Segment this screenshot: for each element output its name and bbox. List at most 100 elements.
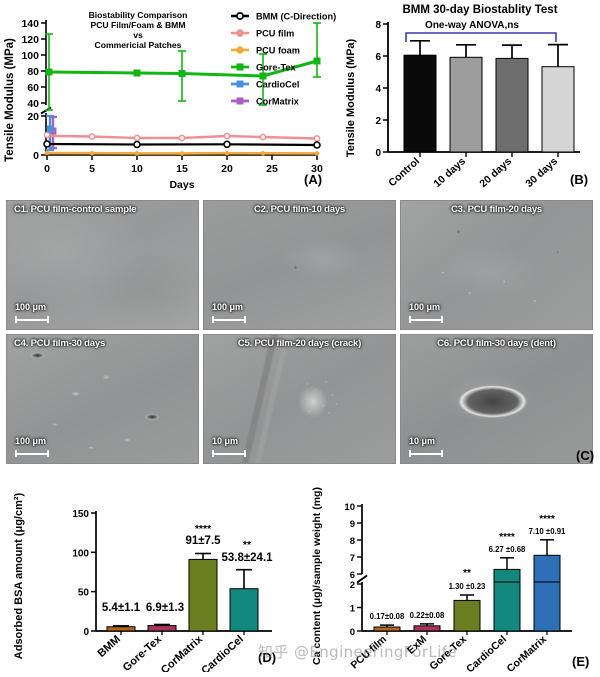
legend-item-bmm[interactable]: BMM (C-Direction)	[231, 12, 336, 22]
sem-label-c3: C3. PCU film-20 days	[450, 204, 543, 215]
xtick-3: 15	[176, 163, 188, 175]
panel-a-title-line-4: Commericial Patches	[95, 40, 182, 50]
ytick-upper-2: 100	[21, 50, 39, 62]
sem-texture-c2	[204, 201, 395, 329]
panel-b-svg: BMM 30-day Biostablity Test One-way ANOV…	[345, 4, 580, 190]
value-label-e-pcu-film: 0.17±0.08	[370, 612, 405, 621]
panel-b-bars	[403, 54, 575, 153]
panel-b-significance-bracket	[405, 32, 557, 42]
axis-break-icon-e2	[356, 575, 368, 584]
series-pcu-film	[43, 131, 321, 142]
sem-image-c1[interactable]: C1. PCU film-control sample 100 μm	[6, 200, 199, 330]
ytick-e-u3: 7	[350, 553, 355, 564]
panel-a-xlabel: Days	[169, 179, 194, 191]
scale-bar-c1: 100 μm	[15, 302, 49, 323]
ytick-b-1: 6	[375, 52, 381, 63]
xlabel-b-30-days: 30 days	[523, 155, 560, 190]
ytick-e-u1: 9	[350, 519, 355, 530]
bar-e-gore-tex[interactable]	[453, 599, 481, 632]
bar-30-days[interactable]	[541, 66, 575, 153]
scale-text-c1: 100 μm	[15, 302, 47, 312]
bar-d-gore-tex[interactable]	[147, 625, 177, 632]
value-label-d-bmm: 5.4±1.1	[102, 602, 141, 614]
bar-d-bmm[interactable]	[106, 626, 136, 632]
sem-image-c2[interactable]: C2. PCU film-10 days 100 μm	[203, 200, 396, 330]
ytick-d-0: 150	[72, 509, 89, 520]
legend-item-gore-tex[interactable]: Gore-Tex	[231, 63, 297, 73]
value-label-e-cormatrix: 7.10 ±0.91	[529, 527, 566, 536]
panel-a-xticks: 0 5 10 15 20 25 30	[44, 155, 323, 175]
panel-a-svg: Tensile Modulus (MPa) Biostability Compa…	[4, 10, 336, 191]
scale-bar-c6: 10 μm	[409, 436, 443, 457]
bar-control[interactable]	[403, 54, 437, 153]
ytick-d-2: 50	[78, 588, 90, 599]
scale-text-c2: 100 μm	[212, 302, 244, 312]
axis-break-mask-e	[356, 572, 368, 581]
significance-d-cardiocel: **	[243, 539, 252, 551]
significance-e-gore-tex: **	[463, 568, 471, 579]
sem-texture-c6	[401, 335, 592, 463]
sem-texture-c4	[7, 335, 198, 463]
scale-bar-c5: 10 μm	[212, 436, 246, 457]
legend-item-cormatrix[interactable]: CorMatrix	[231, 97, 300, 107]
panel-b-title: BMM 30-day Biostablity Test	[402, 4, 557, 16]
xlabel-e-cormatrix: CorMatrix	[505, 633, 550, 672]
xlabel-e-gore-tex: Gore-Tex	[427, 633, 469, 672]
sem-image-c5[interactable]: C5. PCU film-20 days (crack) 10 μm	[203, 334, 396, 464]
panel-a-title-line-2: PCU Film/Foam & BMM	[90, 20, 185, 30]
legend-label-gore-tex: Gore-Tex	[256, 63, 297, 73]
legend-item-cardiocel[interactable]: CardioCel	[231, 80, 299, 90]
sem-row-bottom: C4. PCU film-30 days 100 μm C5. PCU film…	[6, 334, 594, 464]
panel-a-yticks-lower: 20 0	[27, 111, 46, 162]
value-label-e-exm: 0.22±0.08	[410, 611, 445, 620]
panel-c-sem-images: C1. PCU film-control sample 100 μm C2. P…	[6, 200, 594, 468]
ytick-b-2: 4	[375, 84, 381, 95]
legend-item-pcu-foam[interactable]: PCU foam	[231, 46, 300, 56]
significance-e-cormatrix: ****	[539, 514, 555, 525]
sem-image-c6[interactable]: C6. PCU film-30 days (dent) 10 μm	[400, 334, 593, 464]
value-label-d-gore-tex: 6.9±1.3	[146, 602, 184, 614]
legend-label-bmm: BMM (C-Direction)	[256, 12, 336, 22]
bar-d-cardiocel[interactable]	[229, 588, 259, 632]
xlabel-d-cardiocel: CardioCel	[199, 633, 246, 672]
ytick-lower-1: 0	[33, 150, 39, 162]
ytick-upper-1: 120	[21, 34, 39, 46]
scale-bar-glyph-c3	[409, 316, 443, 323]
xtick-6: 30	[311, 163, 323, 175]
panel-a-title-line-1: Biostability Comparison	[89, 10, 188, 20]
xlabel-b-20-days: 20 days	[477, 155, 514, 190]
scale-bar-c2: 100 μm	[212, 302, 246, 323]
bar-e-cormatrix-lower[interactable]	[533, 581, 561, 632]
sem-image-c3[interactable]: C3. PCU film-20 days 100 μm	[400, 200, 593, 330]
sem-texture-c3	[401, 201, 592, 329]
bar-e-pcu-film[interactable]	[373, 626, 401, 632]
xlabel-d-cormatrix: CorMatrix	[159, 633, 206, 672]
xtick-1: 5	[89, 163, 95, 175]
bar-d-cormatrix[interactable]	[188, 558, 218, 632]
bar-e-cormatrix-upper[interactable]	[533, 554, 561, 583]
sem-label-c1: C1. PCU film-control sample	[14, 204, 137, 215]
bar-e-exm[interactable]	[413, 625, 441, 632]
panel-a-letter: (A)	[304, 172, 323, 187]
panel-e-bars	[373, 554, 561, 632]
scale-bar-glyph-c5	[212, 450, 246, 457]
panel-e-error-bars	[380, 539, 554, 627]
panel-d-letter: (D)	[258, 650, 277, 665]
bar-10-days[interactable]	[449, 56, 483, 153]
series-gore-tex	[45, 22, 321, 111]
panel-b-xticks	[419, 152, 559, 157]
bar-20-days[interactable]	[495, 57, 529, 153]
bar-e-cardiocel-upper[interactable]	[493, 568, 521, 583]
sem-image-c4[interactable]: C4. PCU film-30 days 100 μm	[6, 334, 199, 464]
ytick-lower-0: 20	[27, 111, 39, 123]
panel-b-anova-annotation: One-way ANOVA,ns	[425, 20, 519, 31]
legend-item-pcu-film[interactable]: PCU film	[231, 29, 294, 39]
significance-d-cormatrix: ****	[195, 523, 212, 535]
panel-e-letter: (E)	[572, 654, 590, 669]
xtick-5: 25	[266, 163, 278, 175]
bar-e-cardiocel-lower[interactable]	[493, 581, 521, 632]
ytick-e-l0: 2	[350, 580, 355, 591]
scale-text-c6: 10 μm	[409, 436, 436, 446]
xlabel-b-control: Control	[386, 155, 422, 189]
xtick-2: 10	[131, 163, 143, 175]
